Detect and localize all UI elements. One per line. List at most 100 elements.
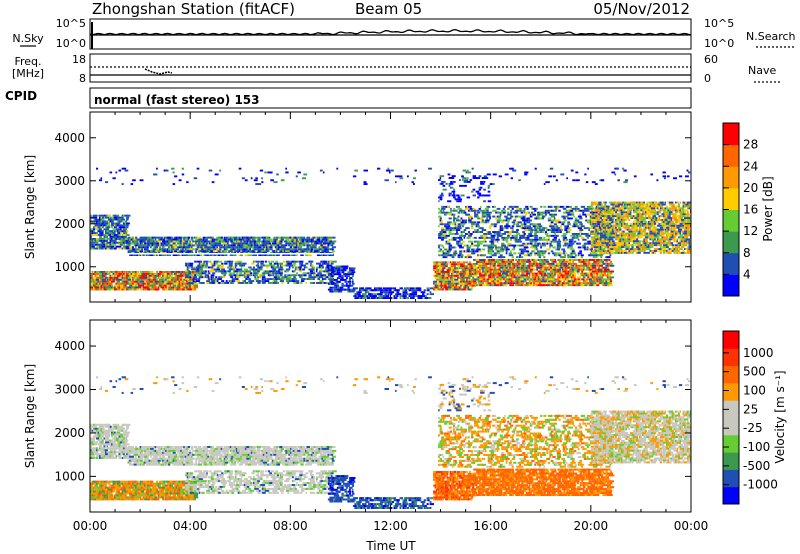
range-gate-cell (588, 284, 592, 287)
range-gate-cell (171, 271, 174, 273)
range-gate-cell (501, 221, 504, 224)
range-gate-cell (550, 225, 555, 228)
range-gate-cell (326, 266, 330, 269)
range-gate-cell (166, 284, 170, 287)
range-gate-cell (467, 273, 471, 275)
range-gate-cell (151, 250, 154, 253)
range-gate-cell (474, 213, 479, 216)
range-gate-cell (254, 274, 258, 277)
range-gate-cell (106, 288, 110, 291)
range-gate-cell (516, 209, 519, 212)
range-gate-cell (423, 297, 427, 299)
range-gate-cell (484, 229, 487, 231)
range-gate-cell (123, 271, 128, 273)
range-gate-cell (522, 233, 525, 235)
range-gate-cell (299, 266, 302, 269)
range-gate-cell (504, 205, 506, 208)
range-gate-cell (537, 252, 541, 255)
range-gate-cell (138, 280, 140, 283)
range-gate-cell (474, 229, 479, 231)
range-gate-cell (227, 266, 229, 269)
range-gate-cell (543, 244, 546, 247)
range-gate-cell (396, 291, 400, 294)
range-gate-cell (474, 221, 477, 224)
range-gate-cell (555, 231, 560, 233)
range-gate-cell (549, 223, 553, 226)
range-gate-cell (91, 245, 95, 248)
range-gate-cell (449, 271, 454, 273)
range-gate-cell (189, 264, 193, 267)
range-gate-cell (305, 262, 309, 265)
range-gate-cell (273, 240, 276, 243)
range-gate-cell (451, 288, 454, 291)
range-gate-cell (326, 276, 329, 279)
range-gate-cell (487, 244, 492, 247)
range-gate-cell (521, 264, 524, 267)
range-gate-cell (148, 244, 151, 247)
range-gate-cell (258, 280, 261, 282)
range-gate-cell (509, 274, 512, 277)
range-gate-cell (147, 242, 150, 245)
range-gate-cell (552, 280, 557, 283)
range-gate-cell (468, 236, 471, 239)
range-gate-cell (442, 252, 445, 255)
range-gate-cell (513, 238, 515, 241)
range-gate-cell (479, 264, 482, 267)
range-gate-cell (585, 268, 590, 271)
range-gate-cell (184, 240, 189, 243)
range-gate-cell (556, 205, 562, 208)
range-gate-cell (553, 213, 556, 216)
range-gate-cell (591, 259, 594, 261)
range-gate-cell (222, 276, 226, 279)
range-gate-cell (438, 215, 442, 218)
range-gate-cell (197, 272, 200, 275)
range-gate-cell (123, 230, 128, 233)
range-gate-cell (380, 293, 383, 296)
range-gate-cell (139, 236, 143, 239)
range-gate-cell (121, 247, 124, 250)
range-gate-cell (381, 295, 384, 297)
range-gate-cell (440, 280, 443, 283)
range-gate-cell (185, 274, 189, 277)
range-gate-cell (339, 288, 342, 291)
range-gate-cell (136, 271, 139, 273)
range-gate-cell (440, 271, 445, 273)
range-gate-cell (487, 231, 490, 233)
range-gate-cell (453, 236, 456, 239)
range-gate-cell (516, 272, 519, 275)
range-gate-cell (130, 240, 133, 243)
range-gate-cell (184, 280, 187, 283)
range-gate-cell (570, 266, 574, 269)
range-gate-cell (108, 230, 110, 233)
nsky-label: N.Sky (12, 32, 44, 45)
range-gate-cell (543, 264, 547, 267)
range-gate-cell (294, 280, 300, 282)
range-gate-cell (521, 260, 526, 263)
range-gate-cell (262, 240, 265, 243)
range-gate-cell (109, 280, 113, 283)
range-gate-cell (108, 245, 110, 248)
range-gate-cell (606, 268, 610, 271)
range-gate-cell (471, 242, 474, 245)
range-gate-cell (468, 205, 472, 208)
range-gate-cell (258, 238, 261, 241)
range-gate-cell (519, 274, 522, 277)
range-gate-cell (460, 286, 462, 289)
range-gate-cell (105, 280, 108, 283)
range-gate-cell (327, 282, 331, 285)
range-gate-cell (447, 252, 450, 255)
range-gate-cell (501, 276, 505, 279)
range-gate-cell (585, 282, 589, 285)
range-gate-cell (570, 259, 573, 261)
nave-label: Nave (748, 64, 776, 77)
range-gate-cell (333, 288, 337, 291)
range-gate-cell (209, 282, 213, 284)
range-gate-cell (151, 286, 154, 289)
range-gate-cell (231, 278, 236, 280)
range-gate-cell (454, 278, 459, 281)
range-gate-cell (510, 280, 513, 283)
range-gate-cell (169, 273, 172, 275)
range-gate-cell (525, 205, 529, 208)
range-gate-cell (559, 229, 562, 231)
range-gate-cell (189, 242, 191, 245)
